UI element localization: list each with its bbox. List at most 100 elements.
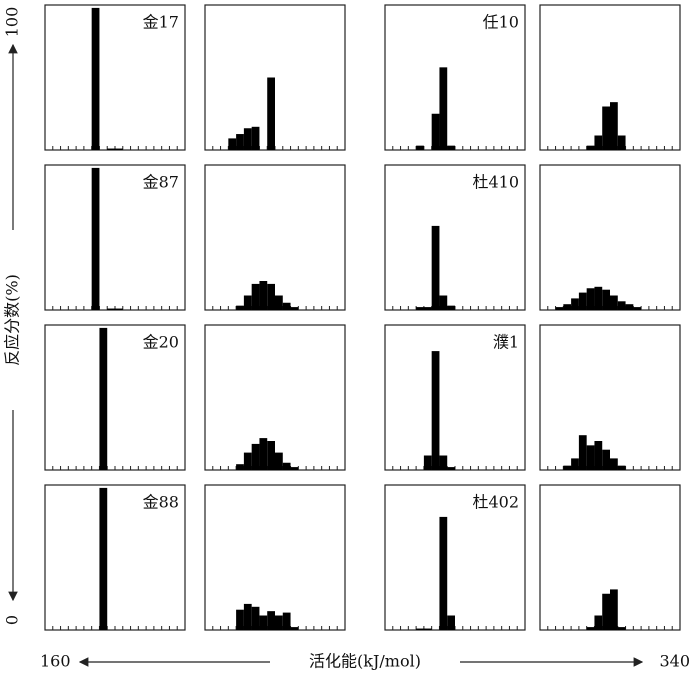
bar — [586, 145, 595, 150]
bar — [236, 609, 244, 630]
bar — [602, 449, 610, 470]
bar — [267, 611, 275, 630]
bar — [236, 305, 244, 310]
bar — [267, 441, 275, 470]
bar — [602, 593, 610, 630]
bar — [251, 443, 260, 470]
bar — [267, 77, 275, 150]
panel-frame — [539, 324, 681, 471]
bar — [610, 102, 618, 150]
bar — [586, 627, 595, 630]
bar — [610, 589, 618, 630]
bar — [282, 462, 291, 470]
bar — [447, 305, 455, 310]
bar — [555, 307, 564, 310]
bar — [447, 467, 455, 470]
bar — [610, 458, 618, 470]
bar — [282, 612, 291, 630]
bar — [115, 308, 123, 310]
bar — [571, 458, 579, 470]
bar — [243, 128, 252, 150]
bar — [602, 106, 610, 150]
bar — [625, 304, 634, 310]
y-axis-label: 反应分数(%) — [3, 274, 22, 366]
bar — [617, 627, 626, 630]
bar — [578, 292, 587, 310]
panel-frame — [204, 484, 346, 631]
bar — [586, 445, 595, 470]
bar — [617, 465, 626, 470]
bar — [115, 148, 123, 150]
bar — [571, 298, 579, 310]
panel-label: 濮1 — [493, 333, 519, 352]
bar — [282, 302, 291, 310]
bar — [416, 145, 424, 150]
bar — [439, 67, 448, 150]
bar — [617, 135, 626, 150]
bar — [439, 295, 448, 310]
panel-label: 金87 — [143, 173, 179, 192]
bar — [633, 307, 642, 310]
panel-label: 金20 — [143, 333, 179, 352]
bar — [107, 308, 115, 310]
bar — [228, 138, 237, 150]
bar — [259, 615, 268, 630]
panel-frame — [539, 164, 681, 311]
bar — [236, 464, 244, 470]
bar — [594, 286, 603, 310]
bar — [617, 301, 626, 310]
panel-label: 金17 — [143, 13, 179, 32]
bar — [439, 516, 448, 630]
panel-label: 杜402 — [472, 493, 519, 512]
bar — [243, 603, 252, 630]
bar — [267, 283, 275, 310]
bar — [290, 467, 299, 470]
x-min-label: 160 — [40, 652, 71, 671]
bar — [431, 225, 440, 310]
bar — [594, 615, 603, 630]
bar — [99, 487, 108, 630]
bar — [259, 281, 268, 310]
bar — [594, 441, 603, 470]
bar — [431, 351, 440, 470]
bar — [107, 148, 115, 150]
bar — [251, 126, 260, 150]
bar — [290, 627, 299, 630]
y-min-label: 0 — [3, 615, 22, 625]
bar — [423, 628, 432, 630]
bar — [236, 134, 244, 150]
bar — [275, 615, 283, 630]
bar — [99, 327, 108, 470]
bar — [416, 628, 424, 630]
bar — [586, 288, 595, 310]
bar — [563, 465, 572, 470]
bar — [447, 145, 455, 150]
bar — [439, 455, 448, 470]
bar — [431, 113, 440, 150]
bar — [275, 452, 283, 470]
x-axis-label: 活化能(kJ/mol) — [309, 652, 421, 671]
bar — [602, 289, 610, 310]
y-max-label: 100 — [3, 7, 22, 38]
bar — [610, 295, 618, 310]
x-max-label: 340 — [659, 652, 690, 671]
bar — [243, 452, 252, 470]
bar — [251, 606, 260, 630]
bar — [251, 283, 260, 310]
bar — [423, 455, 432, 470]
bar — [91, 7, 100, 151]
bar — [563, 304, 572, 310]
panel-label: 金88 — [143, 493, 179, 512]
bar — [275, 295, 283, 310]
bar — [243, 295, 252, 310]
bar — [578, 435, 587, 470]
bar — [259, 438, 268, 470]
panel-label: 杜410 — [472, 173, 519, 192]
bar — [416, 307, 424, 310]
panel-label: 任10 — [483, 13, 519, 32]
bar — [423, 307, 432, 310]
bar — [447, 615, 455, 630]
bar — [594, 135, 603, 150]
bar — [91, 167, 100, 310]
